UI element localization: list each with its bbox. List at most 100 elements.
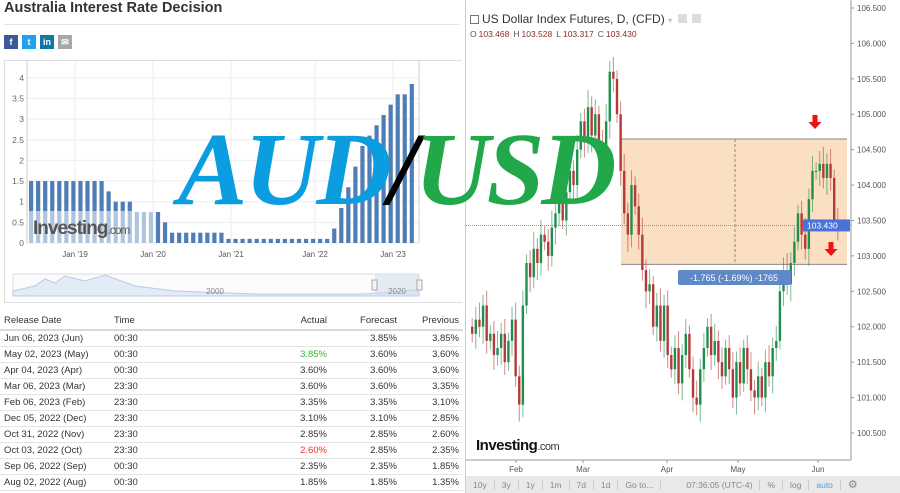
candle-body[interactable] — [717, 340, 720, 363]
toolbar-goto-button[interactable]: Go to... — [618, 479, 662, 490]
candle-body[interactable] — [778, 291, 782, 341]
candle-body[interactable] — [680, 355, 684, 384]
candle-body[interactable] — [510, 319, 514, 341]
candle-body[interactable] — [735, 362, 738, 398]
candle-body[interactable] — [575, 149, 579, 186]
candle-body[interactable] — [637, 206, 640, 235]
rate-bar[interactable] — [240, 238, 245, 243]
candle-body[interactable] — [481, 305, 485, 327]
candle-body[interactable] — [825, 163, 829, 178]
candle-body[interactable] — [695, 397, 698, 405]
candle-body[interactable] — [764, 362, 767, 398]
candle-body[interactable] — [572, 170, 575, 186]
candle-body[interactable] — [662, 305, 666, 341]
rate-bar[interactable] — [325, 238, 330, 243]
candle-body[interactable] — [489, 333, 492, 341]
candle-body[interactable] — [583, 121, 586, 143]
col-release-date[interactable]: Release Date — [0, 312, 110, 331]
candle-body[interactable] — [702, 347, 706, 370]
rate-bar[interactable] — [353, 166, 358, 243]
candle-body[interactable] — [474, 319, 478, 334]
candlestick-chart[interactable]: 100.500 101.000 101.500 102.000 102.500 103.0… — [466, 0, 900, 476]
candle-body[interactable] — [775, 340, 778, 348]
candle-body[interactable] — [507, 340, 510, 363]
rate-bar[interactable] — [191, 232, 196, 243]
candle-body[interactable] — [586, 107, 590, 143]
candle-body[interactable] — [724, 347, 727, 377]
candle-body[interactable] — [597, 114, 601, 143]
rate-bar[interactable] — [282, 238, 287, 243]
rate-bar[interactable] — [268, 238, 273, 243]
candle-body[interactable] — [753, 390, 756, 398]
candle-body[interactable] — [594, 114, 597, 136]
toolbar-auto-button[interactable]: auto — [809, 479, 841, 490]
rate-bar[interactable] — [247, 238, 252, 243]
rate-bar[interactable] — [275, 238, 280, 243]
rate-bar[interactable] — [219, 232, 224, 243]
candle-body[interactable] — [822, 163, 825, 178]
toolbar-073605utc4-button[interactable]: 07:36:05 (UTC-4) — [679, 479, 761, 490]
toolbar-1d-button[interactable]: 1d — [594, 479, 619, 490]
rate-bar[interactable] — [155, 212, 161, 243]
candle-body[interactable] — [539, 234, 543, 263]
rate-bar[interactable] — [402, 94, 407, 243]
candle-body[interactable] — [804, 234, 807, 249]
candle-body[interactable] — [644, 270, 648, 292]
rate-bar[interactable] — [198, 232, 203, 243]
candle-body[interactable] — [630, 185, 633, 235]
rate-bar[interactable] — [205, 232, 210, 243]
candle-body[interactable] — [709, 326, 713, 356]
candle-body[interactable] — [547, 241, 550, 256]
candle-body[interactable] — [655, 305, 659, 327]
candle-body[interactable] — [503, 333, 506, 363]
candle-body[interactable] — [706, 326, 709, 348]
candle-body[interactable] — [521, 305, 525, 405]
candle-body[interactable] — [615, 78, 619, 115]
rate-bar[interactable] — [374, 125, 379, 243]
candle-body[interactable] — [691, 369, 695, 398]
candle-body[interactable] — [478, 319, 481, 327]
settings-gear-icon[interactable]: ⚙ — [847, 479, 858, 491]
rate-bar[interactable] — [311, 238, 316, 243]
candle-body[interactable] — [666, 305, 669, 356]
rate-bar[interactable] — [184, 232, 189, 243]
candle-body[interactable] — [738, 362, 742, 384]
candle-body[interactable] — [579, 121, 582, 150]
toolbar--button[interactable]: % — [760, 479, 784, 490]
rate-bar[interactable] — [381, 114, 386, 243]
rate-bar[interactable] — [339, 207, 344, 243]
candle-body[interactable] — [746, 347, 749, 370]
rate-bar[interactable] — [367, 135, 372, 243]
candle-body[interactable] — [818, 163, 821, 171]
measure-range-box[interactable] — [621, 139, 847, 265]
candle-body[interactable] — [800, 213, 803, 235]
candle-body[interactable] — [619, 114, 622, 171]
candle-body[interactable] — [485, 305, 488, 341]
candle-body[interactable] — [720, 362, 724, 377]
rate-bar[interactable] — [170, 232, 175, 243]
rate-bar[interactable] — [177, 232, 182, 243]
toolbar-3y-button[interactable]: 3y — [495, 479, 519, 490]
candle-body[interactable] — [796, 213, 800, 242]
rate-bar[interactable] — [318, 238, 323, 243]
navigator-handle-left[interactable] — [371, 279, 378, 291]
rate-bar[interactable] — [289, 238, 295, 243]
candle-body[interactable] — [518, 376, 521, 405]
candle-body[interactable] — [829, 163, 832, 178]
candle-body[interactable] — [677, 347, 680, 384]
candle-body[interactable] — [648, 284, 651, 292]
rate-bar[interactable] — [395, 94, 400, 243]
email-share-button[interactable]: ✉ — [58, 35, 72, 49]
candle-body[interactable] — [688, 333, 691, 370]
toolbar-log-button[interactable]: log — [783, 479, 810, 490]
candle-body[interactable] — [528, 262, 532, 278]
rate-bar[interactable] — [388, 104, 393, 243]
rate-bar[interactable] — [261, 238, 266, 243]
rate-bar[interactable] — [296, 238, 302, 243]
navigator-selection[interactable] — [375, 274, 419, 296]
candle-body[interactable] — [554, 213, 557, 228]
candle-body[interactable] — [793, 241, 796, 263]
rate-bar[interactable] — [233, 238, 238, 243]
candle-body[interactable] — [659, 305, 662, 341]
visibility-icon[interactable] — [678, 14, 688, 23]
